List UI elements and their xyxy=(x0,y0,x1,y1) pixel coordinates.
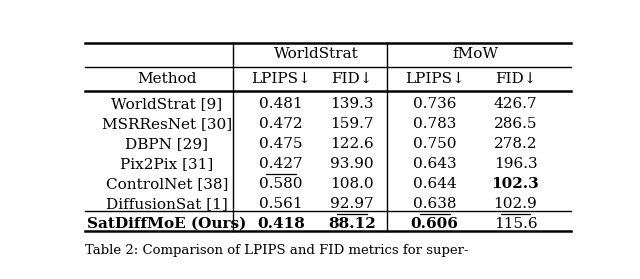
Text: 426.7: 426.7 xyxy=(493,97,538,111)
Text: 0.475: 0.475 xyxy=(259,137,303,151)
Text: 0.418: 0.418 xyxy=(257,217,305,231)
Text: 108.0: 108.0 xyxy=(330,177,374,191)
Text: 0.638: 0.638 xyxy=(413,197,456,211)
Text: SatDiffMoE (Ours): SatDiffMoE (Ours) xyxy=(87,217,246,231)
Text: FID↓: FID↓ xyxy=(331,72,372,86)
Text: 0.644: 0.644 xyxy=(413,177,456,191)
Text: FID↓: FID↓ xyxy=(495,72,536,86)
Text: 115.6: 115.6 xyxy=(493,217,538,231)
Text: 0.561: 0.561 xyxy=(259,197,303,211)
Text: 102.9: 102.9 xyxy=(493,197,538,211)
Text: 286.5: 286.5 xyxy=(493,117,537,131)
Text: DBPN [29]: DBPN [29] xyxy=(125,137,208,151)
Text: MSRResNet [30]: MSRResNet [30] xyxy=(102,117,232,131)
Text: 0.783: 0.783 xyxy=(413,117,456,131)
Text: Pix2Pix [31]: Pix2Pix [31] xyxy=(120,157,213,171)
Text: 0.750: 0.750 xyxy=(413,137,456,151)
Text: 0.580: 0.580 xyxy=(259,177,303,191)
Text: 102.3: 102.3 xyxy=(492,177,540,191)
Text: LPIPS↓: LPIPS↓ xyxy=(251,72,311,86)
Text: WorldStrat: WorldStrat xyxy=(274,47,358,61)
Text: 278.2: 278.2 xyxy=(493,137,537,151)
Text: 0.643: 0.643 xyxy=(413,157,456,171)
Text: Table 2: Comparison of LPIPS and FID metrics for super-: Table 2: Comparison of LPIPS and FID met… xyxy=(85,244,468,257)
Text: 0.481: 0.481 xyxy=(259,97,303,111)
Text: 0.472: 0.472 xyxy=(259,117,303,131)
Text: 0.606: 0.606 xyxy=(411,217,459,231)
Text: 0.427: 0.427 xyxy=(259,157,303,171)
Text: 88.12: 88.12 xyxy=(328,217,376,231)
Text: 159.7: 159.7 xyxy=(330,117,374,131)
Text: 122.6: 122.6 xyxy=(330,137,374,151)
Text: ControlNet [38]: ControlNet [38] xyxy=(106,177,228,191)
Text: 93.90: 93.90 xyxy=(330,157,374,171)
Text: DiffusionSat [1]: DiffusionSat [1] xyxy=(106,197,228,211)
Text: 92.97: 92.97 xyxy=(330,197,374,211)
Text: 139.3: 139.3 xyxy=(330,97,374,111)
Text: fMoW: fMoW xyxy=(452,47,498,61)
Text: LPIPS↓: LPIPS↓ xyxy=(404,72,465,86)
Text: WorldStrat [9]: WorldStrat [9] xyxy=(111,97,222,111)
Text: 0.736: 0.736 xyxy=(413,97,456,111)
Text: 196.3: 196.3 xyxy=(493,157,538,171)
Text: Method: Method xyxy=(137,72,196,86)
